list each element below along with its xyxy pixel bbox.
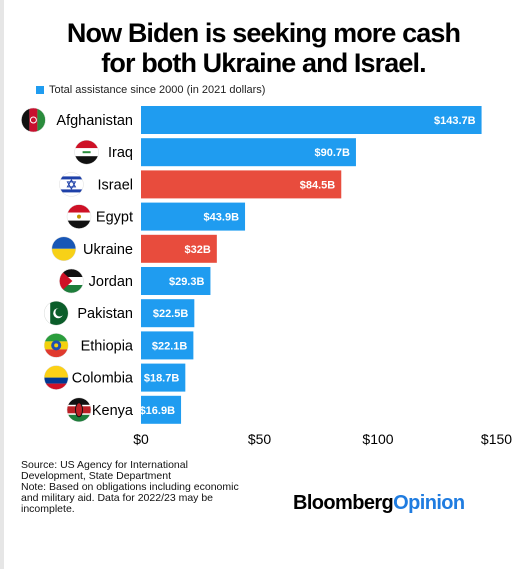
x-tick-label: $150 [481, 431, 512, 447]
ukraine-flag-icon [51, 236, 77, 262]
value-label-ukraine: $32B [185, 244, 211, 256]
brand-bloomberg: Bloomberg [293, 492, 394, 514]
note-line-2: and military aid. Data for 2022/23 may b… [21, 492, 214, 504]
bar-ethiopia [141, 331, 194, 360]
iraq-flag-icon [74, 139, 99, 165]
israel-flag-icon [59, 172, 84, 197]
kenya-flag-icon [66, 397, 92, 423]
bar-pakistan [141, 299, 195, 328]
value-label-jordan: $29.3B [169, 276, 205, 288]
value-label-iraq: $90.7B [314, 147, 350, 159]
category-label-kenya: Kenya [92, 403, 134, 419]
source-line-2: Development, State Department [21, 470, 171, 482]
bar-colombia [141, 363, 186, 392]
value-label-colombia: $18.7B [144, 373, 180, 385]
bloomberg-opinion-logo: BloombergOpinion [293, 492, 465, 515]
ethiopia-flag-icon [43, 333, 69, 358]
value-label-pakistan: $22.5B [153, 308, 189, 320]
colombia-flag-icon [43, 365, 69, 390]
category-label-egypt: Egypt [96, 210, 133, 226]
source-note: Source: US Agency for International Deve… [21, 460, 291, 515]
brand-opinion: Opinion [393, 492, 465, 514]
pakistan-flag-icon [43, 300, 69, 326]
bar-egypt [141, 202, 246, 231]
legend-swatch [36, 86, 44, 94]
title-line-2: for both Ukraine and Israel. [101, 48, 426, 78]
x-tick-label: $50 [248, 431, 272, 447]
note-line-1: Note: Based on obligations including eco… [21, 481, 239, 493]
bar-afghanistan [141, 106, 482, 134]
note-line-3: incomplete. [21, 503, 75, 515]
value-label-egypt: $43.9B [204, 212, 240, 224]
title-line-1: Now Biden is seeking more cash [66, 18, 461, 48]
x-tick-label: $0 [133, 431, 149, 447]
category-label-israel: Israel [98, 177, 133, 193]
jordan-flag-icon [59, 268, 84, 294]
afghanistan-flag-icon [21, 107, 46, 133]
bar-israel [141, 170, 342, 199]
category-label-colombia: Colombia [72, 371, 134, 387]
bar-jordan [141, 267, 211, 295]
egypt-flag-icon [66, 204, 92, 229]
legend-label: Total assistance since 2000 (in 2021 dol… [49, 84, 266, 96]
chart-title: Now Biden is seeking more cash for both … [0, 18, 527, 78]
legend: Total assistance since 2000 (in 2021 dol… [36, 84, 265, 96]
category-label-ukraine: Ukraine [83, 242, 133, 258]
bar-ukraine [141, 234, 217, 263]
category-label-pakistan: Pakistan [77, 306, 133, 322]
bar-iraq [141, 138, 356, 167]
value-label-israel: $84.5B [300, 179, 336, 191]
category-label-jordan: Jordan [89, 274, 133, 290]
bar-chart: $143.7B Afghanistan $90.7B Iraq $84.5B Israel… [21, 106, 512, 447]
x-tick-label: $100 [362, 431, 393, 447]
value-label-afghanistan: $143.7B [434, 115, 476, 127]
category-label-afghanistan: Afghanistan [56, 113, 133, 129]
source-line-1: Source: US Agency for International [21, 459, 188, 471]
bar-kenya [141, 395, 182, 424]
category-label-iraq: Iraq [108, 145, 133, 161]
category-label-ethiopia: Ethiopia [81, 338, 134, 354]
value-label-ethiopia: $22.1B [152, 340, 188, 352]
left-edge [0, 0, 4, 569]
value-label-kenya: $16.9B [140, 405, 176, 417]
